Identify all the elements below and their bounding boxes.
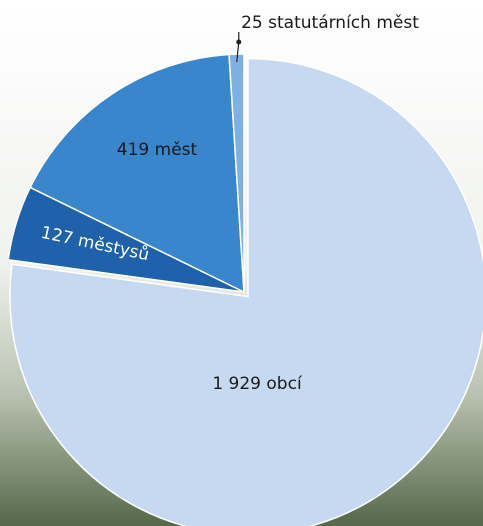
chart: 1 929 obcí127 městysů419 měst25 statutár… xyxy=(0,0,483,526)
slice-label: 25 statutárních měst xyxy=(241,13,419,33)
slice-label: 419 měst xyxy=(117,140,198,160)
slice-label: 1 929 obcí xyxy=(212,374,303,394)
leader-dot xyxy=(236,40,241,45)
